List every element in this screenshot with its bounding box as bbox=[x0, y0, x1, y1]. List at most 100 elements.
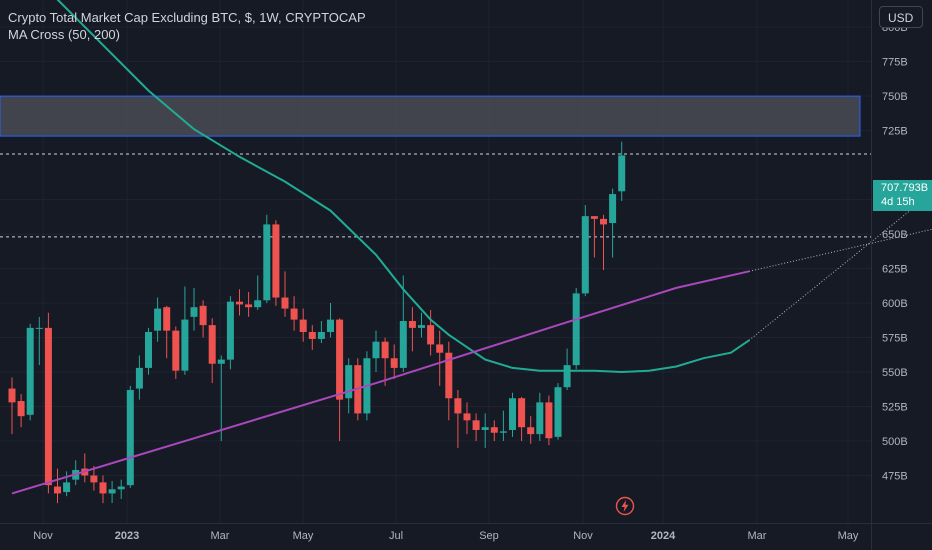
y-tick-label: 575B bbox=[882, 333, 908, 345]
candle-body bbox=[618, 155, 626, 192]
candle bbox=[418, 312, 425, 338]
chart-header: Crypto Total Market Cap Excluding BTC, $… bbox=[8, 9, 366, 43]
candle-body bbox=[490, 427, 498, 433]
candle-body bbox=[154, 308, 162, 331]
candle bbox=[581, 205, 589, 297]
candle-body bbox=[263, 224, 271, 301]
candle-body bbox=[527, 427, 535, 435]
candle-body bbox=[445, 352, 453, 399]
lightning-bolt-icon[interactable] bbox=[615, 496, 635, 516]
candle-body bbox=[463, 413, 471, 421]
candle-body bbox=[418, 325, 425, 328]
candle bbox=[600, 214, 607, 270]
candlestick-series bbox=[8, 141, 626, 504]
candle bbox=[463, 402, 471, 435]
candle-body bbox=[390, 358, 398, 368]
candle bbox=[308, 325, 316, 350]
candle-body bbox=[408, 320, 416, 328]
candle bbox=[17, 394, 25, 428]
candle-body bbox=[35, 327, 43, 329]
x-tick-label: Mar bbox=[211, 530, 230, 542]
candle-body bbox=[172, 330, 180, 371]
candle-body bbox=[44, 327, 52, 486]
candle bbox=[490, 420, 498, 442]
candle bbox=[35, 316, 43, 366]
candle bbox=[454, 389, 462, 448]
candle bbox=[445, 341, 453, 421]
candle bbox=[499, 410, 507, 442]
candle-body bbox=[245, 304, 253, 308]
candle bbox=[263, 214, 271, 304]
candle-body bbox=[217, 359, 225, 364]
horizontal-lines bbox=[0, 153, 871, 238]
ma-projection-line bbox=[748, 228, 932, 272]
candle-body bbox=[327, 319, 334, 333]
resistance-zone-layer bbox=[0, 95, 861, 137]
candle bbox=[108, 481, 116, 504]
candle bbox=[172, 326, 180, 379]
candle-body bbox=[236, 301, 243, 305]
chart-title[interactable]: Crypto Total Market Cap Excluding BTC, $… bbox=[8, 10, 366, 25]
candle bbox=[236, 289, 243, 316]
candle bbox=[90, 465, 98, 491]
candle bbox=[427, 309, 435, 356]
candle-body bbox=[63, 482, 71, 493]
ma-projection-line bbox=[748, 192, 932, 341]
x-tick-label: Mar bbox=[748, 530, 767, 542]
candle bbox=[190, 287, 198, 331]
y-tick-label: 550B bbox=[882, 367, 908, 379]
candle bbox=[217, 355, 225, 442]
candle bbox=[181, 286, 189, 375]
y-tick-label: 725B bbox=[882, 126, 908, 138]
x-tick-label: Nov bbox=[573, 530, 593, 542]
candle bbox=[272, 220, 280, 306]
candle-body bbox=[563, 365, 571, 388]
candle bbox=[63, 471, 71, 497]
x-tick-label: Sep bbox=[479, 530, 499, 542]
candle bbox=[226, 296, 234, 370]
candle bbox=[590, 216, 598, 258]
candle bbox=[472, 413, 480, 442]
candle-body bbox=[299, 319, 307, 333]
candle-body bbox=[590, 216, 598, 219]
x-tick-label: May bbox=[293, 530, 314, 542]
candle bbox=[281, 271, 289, 317]
candle-body bbox=[481, 427, 489, 430]
y-tick-label: 650B bbox=[882, 229, 908, 241]
candle-body bbox=[108, 489, 116, 494]
candle bbox=[345, 358, 353, 414]
candle bbox=[44, 312, 52, 494]
x-tick-label: Nov bbox=[33, 530, 53, 542]
indicator-label[interactable]: MA Cross (50, 200) bbox=[8, 27, 120, 42]
y-tick-label: 625B bbox=[882, 264, 908, 276]
candle bbox=[572, 287, 580, 370]
candle bbox=[135, 355, 143, 400]
candle-body bbox=[509, 398, 516, 430]
candle-body bbox=[572, 293, 580, 366]
candle-body bbox=[336, 319, 344, 400]
candle bbox=[299, 308, 307, 342]
candle-body bbox=[372, 341, 380, 359]
candle bbox=[199, 300, 207, 338]
candle bbox=[99, 475, 107, 504]
candle-body bbox=[454, 398, 462, 414]
x-tick-label: Jul bbox=[389, 530, 403, 542]
candle bbox=[126, 385, 134, 488]
candle bbox=[609, 188, 617, 258]
candle-body bbox=[536, 402, 544, 435]
candle bbox=[381, 337, 389, 386]
candle-body bbox=[26, 327, 34, 415]
last-price-value: 707.793B bbox=[881, 182, 929, 194]
candle-body bbox=[117, 486, 125, 490]
candle-body bbox=[254, 300, 262, 308]
candle bbox=[372, 330, 380, 373]
candle bbox=[8, 377, 16, 435]
candle-body bbox=[145, 332, 152, 368]
candle bbox=[536, 392, 544, 442]
candle bbox=[436, 330, 444, 386]
currency-button[interactable]: USD bbox=[879, 6, 923, 28]
